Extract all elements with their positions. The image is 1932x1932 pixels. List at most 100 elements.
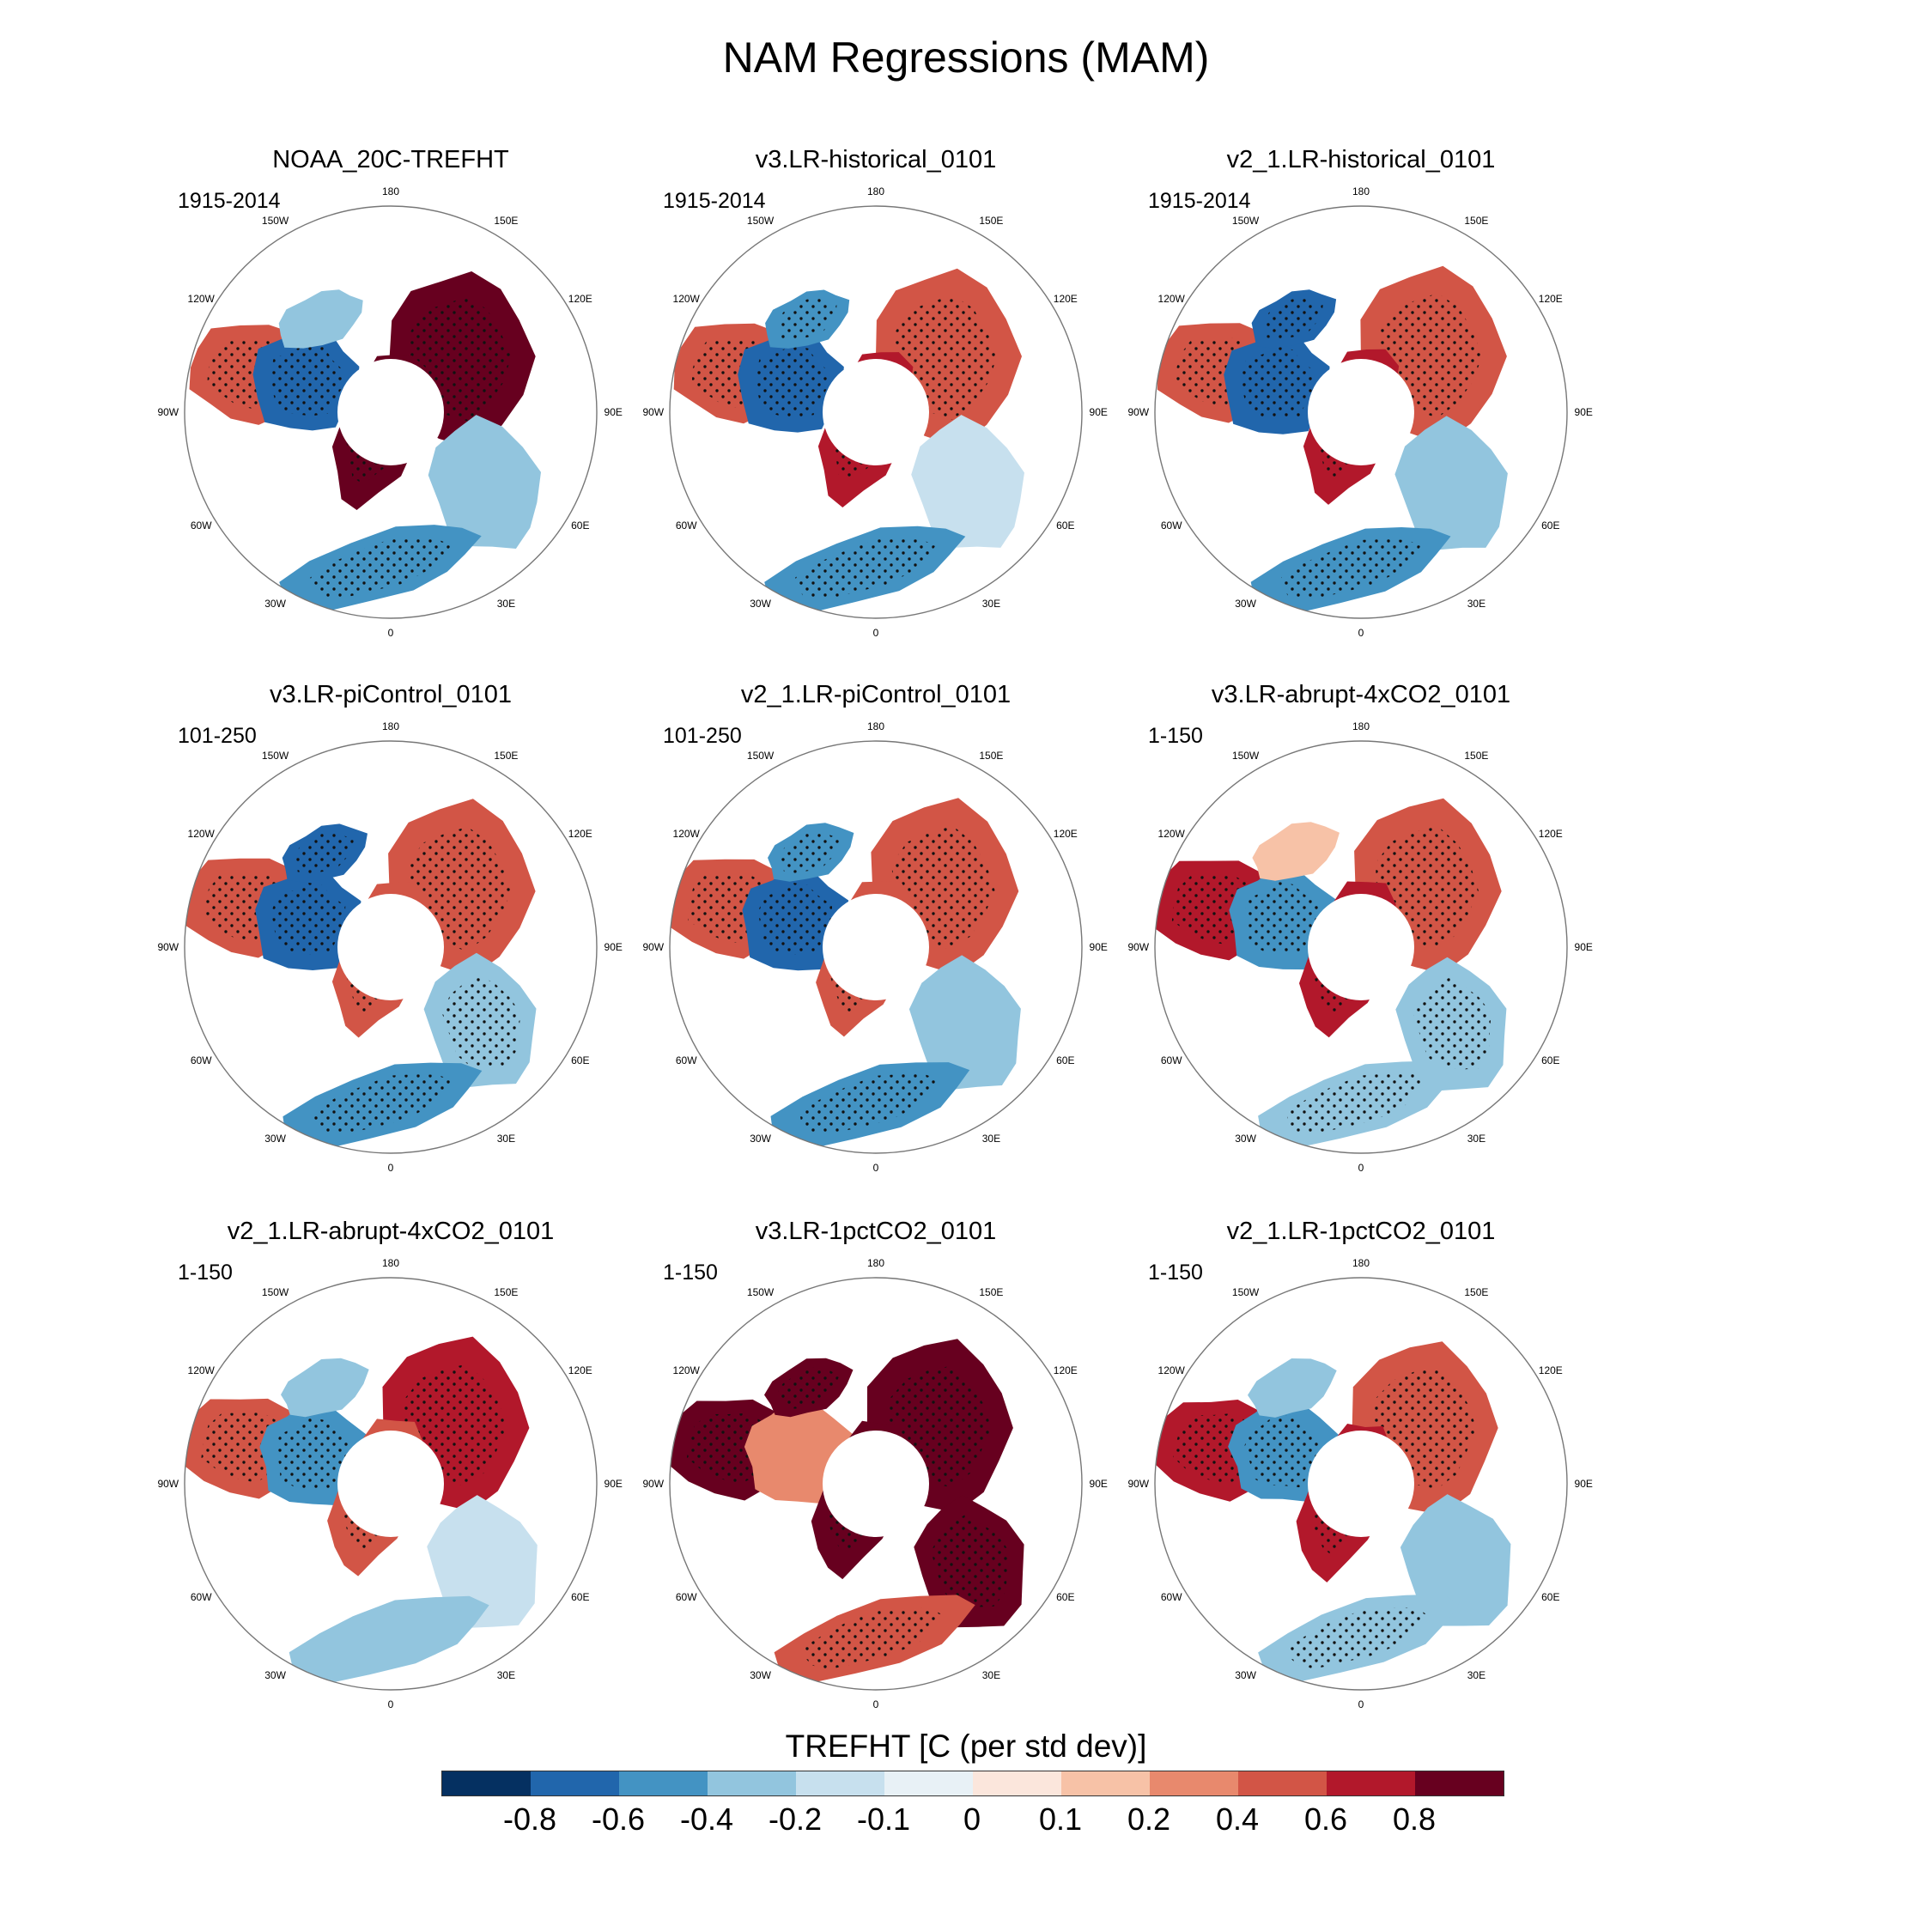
colorbar-title: TREFHT [C (per std dev)] xyxy=(785,1728,1147,1764)
polar-map: 180 150E 120E 90E 60E 30E 0 30W 60W 90W 120W 150W xyxy=(1127,1257,1593,1710)
colorbar-swatch xyxy=(973,1771,1061,1795)
period-label: 101-250 xyxy=(178,724,257,748)
longitude-label: 150W xyxy=(747,1286,775,1298)
significance-stipple xyxy=(1243,1413,1321,1488)
period-label: 101-250 xyxy=(663,724,742,748)
anomaly-region-mideast xyxy=(911,415,1024,548)
significance-stipple xyxy=(777,298,837,340)
longitude-label: 60W xyxy=(1161,1054,1182,1066)
panel-title: v3.LR-abrupt-4xCO2_0101 xyxy=(1211,681,1511,708)
map-boundary xyxy=(669,740,1083,1154)
longitude-label: 120W xyxy=(188,1364,216,1376)
polar-map: 180 150E 120E 90E 60E 30E 0 30W 60W 90W 120W 150W xyxy=(1127,185,1593,639)
significance-stipple xyxy=(310,537,452,598)
significance-stipple xyxy=(777,1367,840,1409)
colorbar xyxy=(441,1771,1504,1796)
period-label: 1-150 xyxy=(1148,1261,1203,1285)
panel-title: v2_1.LR-piControl_0101 xyxy=(740,681,1012,708)
longitude-label: 120W xyxy=(1158,293,1186,305)
longitude-label: 90E xyxy=(1575,1478,1593,1490)
significance-stipple xyxy=(442,974,521,1069)
longitude-label: 30W xyxy=(264,1669,286,1681)
panel-title: NOAA_20C-TREFHT xyxy=(272,146,509,173)
longitude-label: 30W xyxy=(1235,1669,1256,1681)
colorbar-swatch xyxy=(796,1771,884,1795)
longitude-label: 60E xyxy=(571,1591,589,1603)
panel-title: v3.LR-historical_0101 xyxy=(755,146,997,173)
colorbar-tick-label: 0 xyxy=(963,1801,981,1837)
longitude-label: 150E xyxy=(494,750,518,762)
longitude-label: 120E xyxy=(1539,293,1563,305)
colorbar-swatch xyxy=(884,1771,973,1795)
longitude-label: 120E xyxy=(568,293,592,305)
arctic-ocean xyxy=(823,1431,929,1537)
map-panel: v2_1.LR-historical_0101 1915-2014 180 150E 1… xyxy=(1103,146,1619,639)
longitude-label: 30E xyxy=(982,1133,1000,1145)
map-boundary xyxy=(184,740,598,1154)
colorbar-swatch xyxy=(1061,1771,1150,1795)
longitude-label: 30E xyxy=(982,598,1000,610)
arctic-ocean xyxy=(1308,894,1414,1000)
arctic-ocean xyxy=(337,359,444,465)
longitude-label: 90E xyxy=(1090,406,1108,418)
longitude-label: 60W xyxy=(1161,519,1182,532)
arctic-ocean xyxy=(1308,1431,1414,1537)
map-field xyxy=(670,206,1082,618)
arctic-ocean xyxy=(823,359,929,465)
longitude-label: 150W xyxy=(262,750,289,762)
longitude-label: 180 xyxy=(867,1257,884,1269)
longitude-label: 60W xyxy=(191,1054,212,1066)
colorbar-tick-label: 0.4 xyxy=(1215,1801,1260,1837)
longitude-label: 60E xyxy=(1056,1591,1074,1603)
colorbar-swatch xyxy=(1327,1771,1415,1795)
map-panel: v3.LR-historical_0101 1915-2014 180 150E 120… xyxy=(618,146,1133,639)
longitude-label: 150W xyxy=(262,215,289,227)
longitude-label: 0 xyxy=(1358,1698,1364,1710)
figure-title: NAM Regressions (MAM) xyxy=(722,33,1210,82)
longitude-label: 0 xyxy=(873,627,879,639)
longitude-label: 30W xyxy=(264,598,286,610)
longitude-label: 120E xyxy=(1054,1364,1078,1376)
longitude-label: 60W xyxy=(1161,1591,1182,1603)
colorbar-tick-label: 0.6 xyxy=(1303,1801,1348,1837)
colorbar-swatch xyxy=(1238,1771,1327,1795)
longitude-label: 150W xyxy=(262,1286,289,1298)
map-panel: v2_1.LR-1pctCO2_0101 1-150 180 150E 120E 90E 6… xyxy=(1103,1218,1619,1710)
map-boundary xyxy=(669,1277,1083,1691)
significance-stipple xyxy=(755,345,829,417)
panel-title: v2_1.LR-abrupt-4xCO2_0101 xyxy=(227,1218,555,1245)
panel-title: v2_1.LR-historical_0101 xyxy=(1226,146,1496,173)
significance-stipple xyxy=(802,1607,943,1670)
longitude-label: 30W xyxy=(1235,598,1256,610)
longitude-label: 180 xyxy=(1352,185,1370,197)
longitude-label: 150E xyxy=(494,1286,518,1298)
longitude-label: 0 xyxy=(388,1698,394,1710)
longitude-label: 30E xyxy=(1467,598,1485,610)
period-label: 1915-2014 xyxy=(1148,189,1251,213)
longitude-label: 90W xyxy=(642,406,664,418)
panel-title: v3.LR-piControl_0101 xyxy=(269,681,513,708)
map-panel: v2_1.LR-piControl_0101 101-250 180 150E 120E… xyxy=(618,681,1133,1174)
significance-stipple xyxy=(1286,1607,1428,1669)
longitude-label: 180 xyxy=(382,1257,399,1269)
longitude-label: 60W xyxy=(676,1591,697,1603)
longitude-label: 60W xyxy=(676,519,697,532)
longitude-label: 90E xyxy=(1575,406,1593,418)
significance-stipple xyxy=(271,882,346,955)
colorbar-swatch xyxy=(1150,1771,1238,1795)
longitude-label: 30E xyxy=(497,1133,515,1145)
longitude-label: 30W xyxy=(750,598,771,610)
longitude-label: 120E xyxy=(1054,293,1078,305)
colorbar-swatch xyxy=(619,1771,708,1795)
significance-stipple xyxy=(270,343,344,416)
polar-map: 180 150E 120E 90E 60E 30E 0 30W 60W 90W 120W 150W xyxy=(157,720,622,1174)
longitude-label: 0 xyxy=(873,1698,879,1710)
longitude-label: 150W xyxy=(1232,215,1260,227)
colorbar-swatch xyxy=(531,1771,619,1795)
significance-stipple xyxy=(931,1515,1008,1607)
longitude-label: 150E xyxy=(1464,1286,1488,1298)
period-label: 1915-2014 xyxy=(663,189,766,213)
anomaly-region-mideast xyxy=(427,1495,538,1628)
colorbar-tick-label: -0.4 xyxy=(679,1801,734,1837)
colorbar-tick-label: 0.2 xyxy=(1127,1801,1171,1837)
